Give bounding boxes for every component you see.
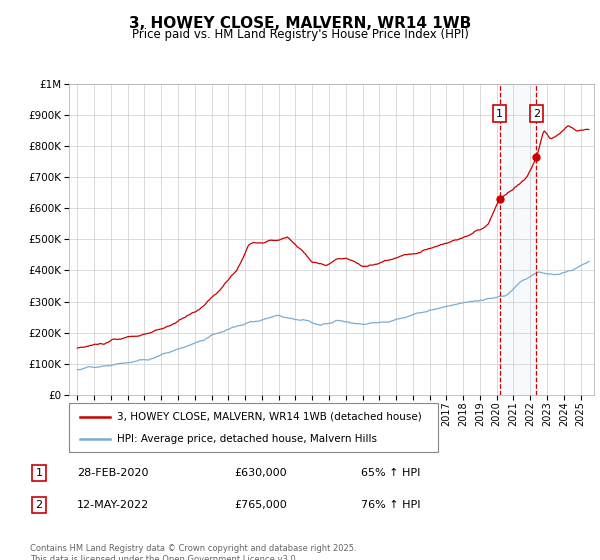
- Bar: [500, 84, 536, 395]
- Text: 2: 2: [533, 109, 540, 119]
- Text: 3, HOWEY CLOSE, MALVERN, WR14 1WB: 3, HOWEY CLOSE, MALVERN, WR14 1WB: [129, 16, 471, 31]
- FancyBboxPatch shape: [69, 403, 438, 452]
- Text: 65% ↑ HPI: 65% ↑ HPI: [361, 468, 421, 478]
- Text: 1: 1: [35, 468, 43, 478]
- Text: 1: 1: [496, 109, 503, 119]
- Text: Contains HM Land Registry data © Crown copyright and database right 2025.
This d: Contains HM Land Registry data © Crown c…: [30, 544, 356, 560]
- Text: 2: 2: [35, 500, 43, 510]
- Text: £630,000: £630,000: [234, 468, 287, 478]
- Text: 76% ↑ HPI: 76% ↑ HPI: [361, 500, 421, 510]
- Text: 3, HOWEY CLOSE, MALVERN, WR14 1WB (detached house): 3, HOWEY CLOSE, MALVERN, WR14 1WB (detac…: [117, 412, 422, 422]
- Text: 12-MAY-2022: 12-MAY-2022: [77, 500, 149, 510]
- Text: HPI: Average price, detached house, Malvern Hills: HPI: Average price, detached house, Malv…: [117, 434, 377, 444]
- Text: Price paid vs. HM Land Registry's House Price Index (HPI): Price paid vs. HM Land Registry's House …: [131, 28, 469, 41]
- Text: £765,000: £765,000: [234, 500, 287, 510]
- Text: 28-FEB-2020: 28-FEB-2020: [77, 468, 148, 478]
